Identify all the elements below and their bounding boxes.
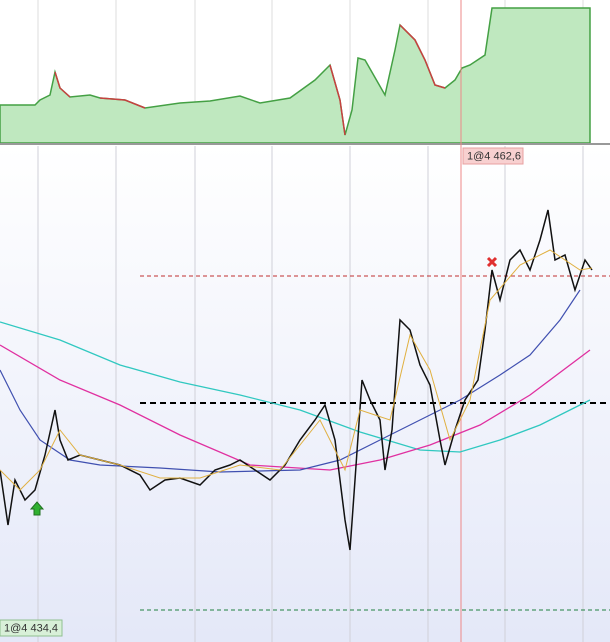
entry-marker xyxy=(29,501,45,516)
price-grid xyxy=(37,146,584,642)
label-box xyxy=(462,147,524,165)
equity-drawdown xyxy=(99,97,146,109)
equity-drawdown xyxy=(54,71,71,98)
entry-label: 1@4 462,6 xyxy=(467,150,521,162)
equity-drawdown xyxy=(329,64,346,136)
ma-magenta xyxy=(0,344,591,471)
exit-marker xyxy=(486,256,498,268)
price-panel xyxy=(0,146,610,642)
label-box xyxy=(0,619,63,637)
equity-drawdown xyxy=(399,24,446,89)
ma-blue xyxy=(0,289,581,473)
exit-label: 1@4 434,4 xyxy=(4,622,58,634)
fast-ma xyxy=(0,249,593,491)
